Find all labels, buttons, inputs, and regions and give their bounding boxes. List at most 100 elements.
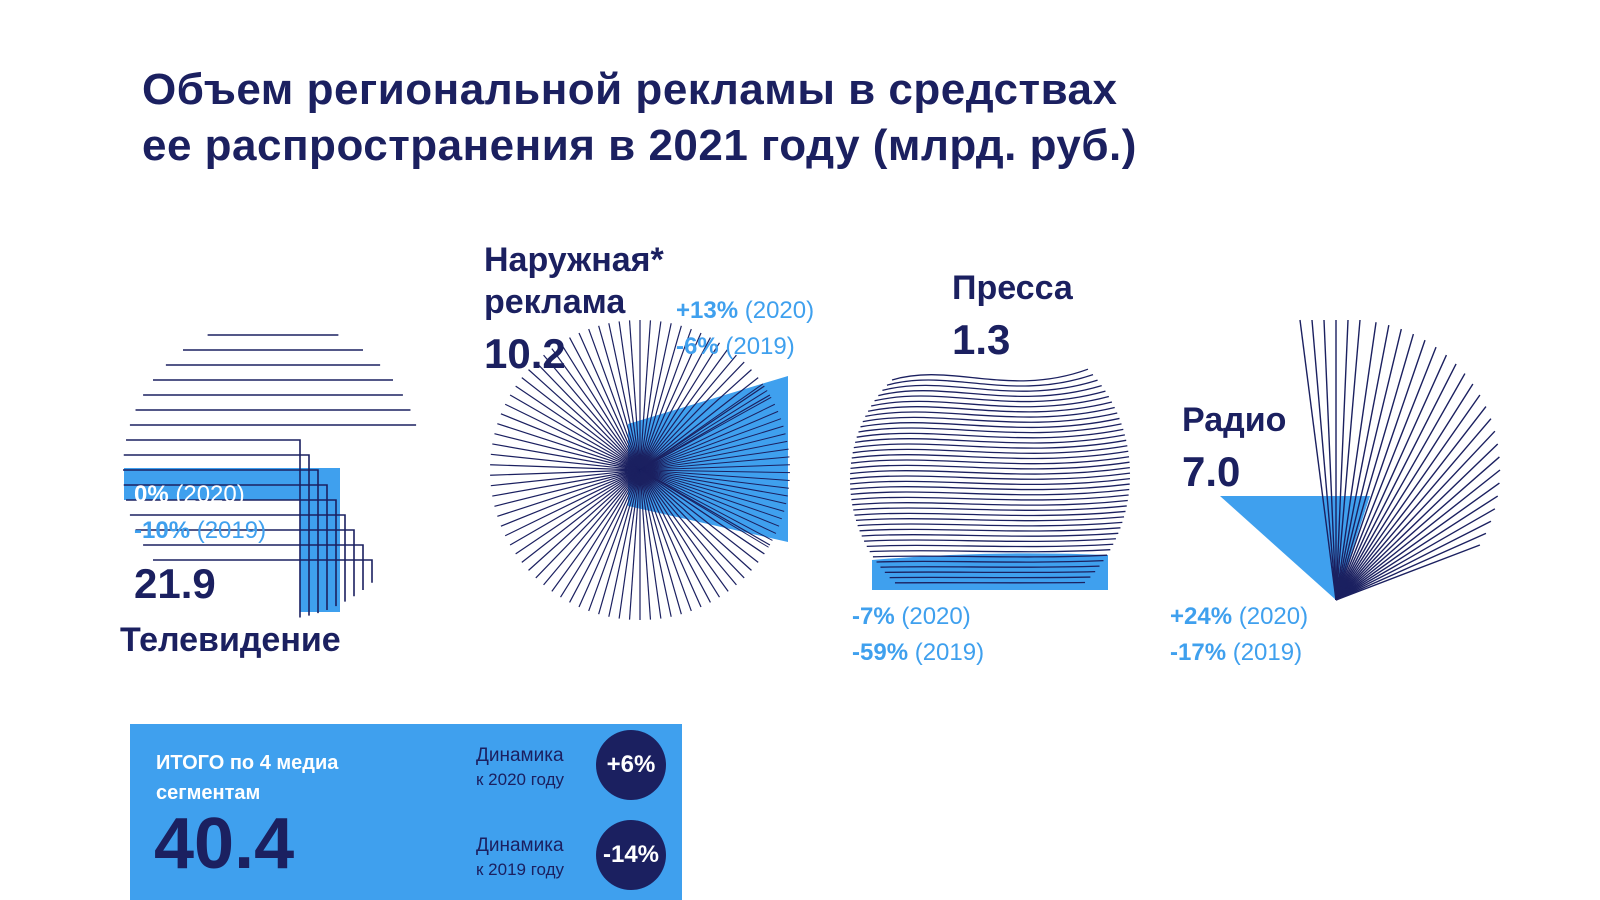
ooh-ray (528, 369, 641, 471)
ooh-ray (504, 403, 641, 471)
press-wave (867, 401, 1113, 413)
ooh-ray (535, 361, 641, 471)
ooh-ray (639, 320, 652, 471)
ooh-ray (528, 469, 641, 571)
press-change-2020: -7% (2020) (852, 600, 971, 634)
ooh-ray (639, 464, 790, 471)
ooh-ray (639, 469, 787, 505)
press-wave (856, 428, 1124, 439)
radio-ray (1335, 482, 1500, 601)
ooh-ray (639, 469, 652, 620)
ooh-ray (639, 456, 790, 471)
press-wave (882, 379, 1098, 392)
ooh-ray (639, 383, 764, 471)
ooh-ray (639, 337, 711, 471)
press-wave (853, 439, 1127, 449)
ooh-ray (509, 394, 641, 471)
ooh-ray (543, 354, 641, 471)
press-name: Пресса (952, 269, 1073, 307)
ooh-ray (490, 469, 641, 476)
press-wave (876, 560, 1104, 563)
ooh-ray (509, 469, 641, 546)
ooh-ray (551, 469, 641, 592)
dynamic-2019-label-line-2: к 2019 году (476, 860, 565, 879)
ooh-ray (639, 377, 759, 471)
press-wave (852, 445, 1128, 454)
ooh-ray (628, 320, 641, 471)
ooh-ray (578, 469, 641, 608)
press-change-2019-year: (2019) (914, 639, 985, 666)
ooh-ray (639, 433, 786, 471)
ooh-ray (639, 410, 779, 471)
ooh-ray (588, 469, 641, 612)
press-wave (869, 549, 1111, 553)
dynamic-2019-badge: -14% (596, 820, 666, 890)
radio-ray (1335, 544, 1481, 601)
ooh-change-2019-value: -6% (676, 333, 719, 360)
ooh-ray (639, 469, 765, 555)
ooh-ray (494, 433, 641, 471)
ooh-ray (569, 337, 641, 471)
press-wave (850, 488, 1130, 496)
radio-ray (1335, 319, 1349, 601)
ooh-change-2020-year: (2020) (744, 297, 815, 324)
press-wave (851, 450, 1129, 460)
press-wave (891, 368, 1089, 382)
ooh-ray (639, 469, 745, 579)
press-wave (850, 461, 1130, 470)
tv-change-2020-value: 0% (134, 481, 169, 508)
tv-corner-line (126, 499, 337, 607)
tv-corner-line (143, 544, 364, 590)
ooh-ray (639, 321, 662, 471)
ooh-ray (490, 469, 641, 487)
ooh-ray (543, 469, 641, 586)
title-line-2: ее распространения в 2021 году (млрд. ру… (142, 121, 1137, 170)
ooh-ray (639, 425, 784, 471)
press-wave (864, 538, 1116, 543)
ooh-change-2020: +13% (2020) (676, 294, 814, 328)
radio-ray (1335, 532, 1487, 601)
radio-ray (1335, 430, 1496, 601)
radio-ray (1335, 418, 1492, 601)
ooh-ray (639, 469, 780, 527)
radio-ray (1299, 319, 1337, 601)
ooh-ray (639, 469, 782, 520)
press-wave (851, 494, 1129, 501)
radio-ray (1323, 319, 1337, 601)
radio-ray (1335, 373, 1466, 601)
ooh-ray (639, 440, 788, 471)
press-wave (865, 406, 1115, 418)
press-wave (874, 390, 1106, 403)
tv-name: Телевидение (120, 621, 341, 659)
tv-corner-line (123, 454, 310, 616)
ooh-ray (639, 390, 768, 471)
radio-ray (1335, 319, 1361, 601)
ooh-ray (639, 332, 702, 471)
press-wave (872, 554, 1108, 558)
press-wave (889, 576, 1091, 579)
dynamic-2019-label-line-1: Динамика (476, 835, 564, 856)
chart-title: Объем региональной рекламы в средствах е… (142, 62, 1442, 174)
tv-corner-line (123, 484, 328, 610)
dynamic-2020-label: Динамика к 2020 году (476, 744, 564, 792)
ooh-change-2019-year: (2019) (725, 333, 795, 360)
ooh-ray (639, 448, 789, 471)
press-wave (854, 510, 1126, 517)
press-wave (884, 570, 1096, 574)
press-wave (849, 477, 1131, 486)
ooh-ray (504, 469, 641, 537)
ooh-ray (639, 342, 720, 471)
radio-ray (1335, 363, 1457, 601)
tv-change-2020-year: (2020) (175, 481, 245, 508)
ooh-ray (490, 453, 641, 471)
press-wave (855, 516, 1125, 522)
radio-change-2019-value: -17% (1170, 639, 1227, 666)
radio-ray (1335, 495, 1499, 601)
ooh-ray (639, 469, 773, 541)
radio-name: Радио (1182, 401, 1287, 439)
ooh-ray (497, 469, 641, 517)
radio-change-2019: -17% (2019) (1170, 636, 1302, 670)
ooh-ray (639, 348, 729, 471)
ooh-ray (639, 469, 672, 617)
ooh-ray (639, 469, 790, 481)
